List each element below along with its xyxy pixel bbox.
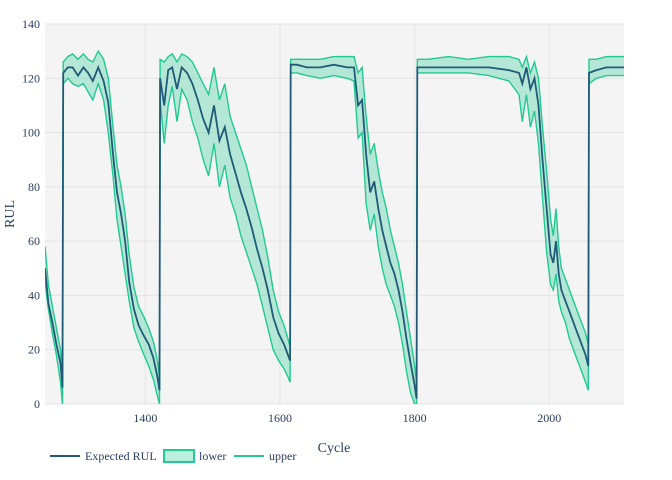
y-tick-label: 140	[22, 17, 40, 31]
y-tick-label: 100	[22, 126, 40, 140]
x-tick-label: 1800	[403, 411, 427, 425]
y-tick-label: 20	[28, 343, 40, 357]
legend-item-expected[interactable]: Expected RUL	[50, 449, 157, 463]
y-axis-ticks: 0 20 40 60 80 100 120 140	[22, 17, 40, 411]
upper-bound-line	[45, 49, 624, 383]
x-axis-ticks: 1400 1600 1800 2000	[133, 411, 561, 425]
grid-lines	[45, 23, 624, 405]
y-tick-label: 0	[34, 397, 40, 411]
legend-label-lower: lower	[199, 449, 226, 463]
legend-label-upper: upper	[269, 449, 296, 463]
y-tick-label: 120	[22, 71, 40, 85]
legend: Expected RUL lower upper	[50, 449, 296, 463]
uncertainty-band	[45, 51, 624, 404]
y-tick-label: 60	[28, 234, 40, 248]
legend-item-lower[interactable]: lower	[163, 449, 226, 463]
legend-label-expected: Expected RUL	[85, 449, 157, 463]
plot-background	[45, 24, 624, 404]
legend-item-upper[interactable]: upper	[234, 449, 296, 463]
legend-swatch-lower	[163, 449, 195, 463]
x-tick-label: 1600	[268, 411, 292, 425]
x-axis-title: Cycle	[318, 441, 351, 456]
lower-bound-line	[45, 72, 624, 404]
y-tick-label: 80	[28, 180, 40, 194]
y-tick-label: 40	[28, 288, 40, 302]
x-tick-label: 2000	[537, 411, 561, 425]
expected-rul-line	[45, 63, 624, 399]
x-tick-label: 1400	[133, 411, 157, 425]
y-axis-title: RUL	[3, 200, 18, 228]
